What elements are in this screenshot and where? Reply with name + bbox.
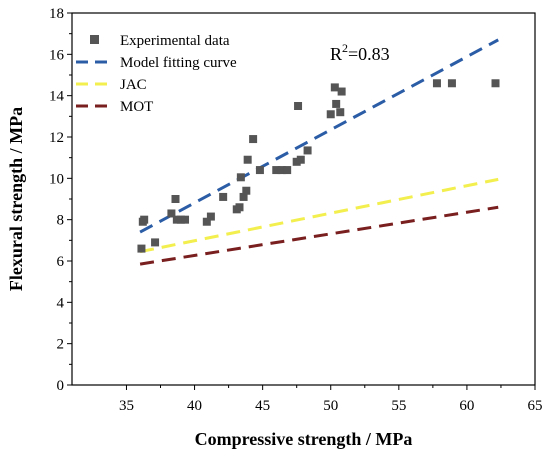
data-point [432,79,441,88]
x-tick-label: 35 [119,398,134,414]
data-point [283,166,292,175]
data-point [447,79,456,88]
y-tick-label: 4 [57,295,65,311]
series-points [137,79,500,253]
x-tick-label: 65 [528,398,543,414]
data-point [332,99,341,108]
data-point [167,209,176,218]
data-point [330,83,339,92]
y-tick-label: 10 [49,171,64,187]
data-point [151,238,160,247]
series-line-model-fitting-curve [139,38,499,234]
x-tick-label: 40 [187,398,202,414]
data-point [137,244,146,253]
data-point [249,135,258,144]
series-lines [139,38,499,266]
data-point [326,110,335,119]
legend-label: Experimental data [120,33,230,49]
data-point [235,203,244,212]
y-axis-title: Flexural strength / MPa [6,107,26,291]
data-point [277,166,286,175]
y-tick-label: 0 [57,378,65,394]
data-point [242,186,251,195]
data-point [336,108,345,117]
data-point [292,157,301,166]
x-tick-label: 60 [459,398,474,414]
data-point [236,173,245,182]
y-tick-label: 8 [57,213,65,229]
series-line-mot [139,205,499,266]
data-point [303,146,312,155]
data-point [491,79,500,88]
data-point [272,166,281,175]
data-point [296,155,305,164]
data-point [219,192,228,201]
series-line-jac [139,177,499,254]
data-point [239,192,248,201]
x-tick-label: 45 [255,398,270,414]
data-point [140,215,149,224]
data-point [202,217,211,226]
r-squared-annotation: R2=0.83 [330,41,390,64]
x-tick-label: 50 [323,398,338,414]
y-tick-label: 12 [49,130,64,146]
legend-label: MOT [120,99,153,115]
y-tick-label: 2 [57,337,65,353]
data-point [172,215,181,224]
data-point [181,215,190,224]
data-point [255,166,264,175]
y-tick-label: 18 [49,6,64,22]
x-tick-label: 55 [391,398,406,414]
legend-label: Model fitting curve [120,55,237,71]
x-axis-title: Compressive strength / MPa [195,429,413,449]
legend: Experimental data Model fitting curve JAC M… [76,33,237,115]
y-tick-label: 14 [49,89,65,105]
y-tick-label: 16 [49,47,65,63]
y-tick-label: 6 [57,254,65,270]
data-point [206,212,215,221]
legend-label: JAC [120,77,147,93]
legend-marker [90,35,99,44]
data-point [243,155,252,164]
data-point [171,195,180,203]
axes: 35 40 45 50 55 60 65 0 2 4 6 8 10 12 14 16 18 [49,6,543,414]
data-point [294,102,303,110]
data-point [176,215,185,224]
data-point [337,87,346,96]
